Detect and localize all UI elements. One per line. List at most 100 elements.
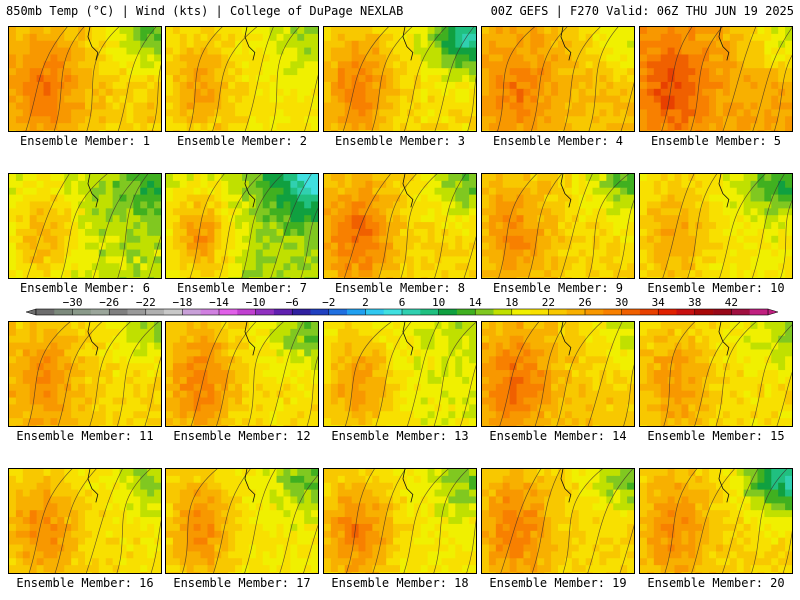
colorbar-bin bbox=[292, 309, 311, 315]
colorbar-low-arrow bbox=[25, 308, 37, 316]
colorbar-bin bbox=[420, 309, 439, 315]
colorbar-tick-label: −22 bbox=[136, 296, 156, 309]
colorbar-bin bbox=[456, 309, 476, 315]
colorbar-bin bbox=[658, 309, 677, 315]
colorbar-bin bbox=[694, 309, 714, 315]
colorbar-bin bbox=[347, 309, 366, 315]
colorbar-bin bbox=[383, 309, 403, 315]
temperature-map bbox=[323, 173, 477, 279]
colorbar-bin bbox=[639, 309, 659, 315]
temperature-map bbox=[639, 468, 793, 574]
colorbar-bin bbox=[164, 309, 183, 315]
colorbar-bin bbox=[90, 309, 110, 315]
ensemble-member-label: Ensemble Member: 18 bbox=[331, 576, 469, 590]
colorbar-bin bbox=[548, 309, 567, 315]
colorbar-tick-label: 6 bbox=[399, 296, 406, 309]
temperature-map bbox=[481, 26, 635, 132]
temperature-map bbox=[481, 173, 635, 279]
colorbar-bin bbox=[493, 309, 513, 315]
colorbar-tick-label: 26 bbox=[578, 296, 591, 309]
colorbar-bin bbox=[200, 309, 220, 315]
temperature-map bbox=[165, 26, 319, 132]
colorbar-bin bbox=[402, 309, 421, 315]
temperature-map bbox=[639, 173, 793, 279]
map-title: 850mb Temp (°C) | Wind (kts) | College o… bbox=[6, 4, 404, 18]
colorbar-bin bbox=[237, 309, 256, 315]
colorbar-tick-label: 22 bbox=[542, 296, 555, 309]
temperature-map bbox=[165, 468, 319, 574]
ensemble-member-label: Ensemble Member: 6 bbox=[19, 281, 151, 295]
ensemble-member-label: Ensemble Member: 16 bbox=[16, 576, 154, 590]
temperature-map bbox=[639, 321, 793, 427]
temperature-map bbox=[323, 321, 477, 427]
colorbar-bin bbox=[530, 309, 549, 315]
ensemble-member-label: Ensemble Member: 17 bbox=[173, 576, 311, 590]
ensemble-member-label: Ensemble Member: 10 bbox=[647, 281, 785, 295]
colorbar-tick-label: 14 bbox=[469, 296, 483, 309]
ensemble-member-label: Ensemble Member: 12 bbox=[173, 429, 311, 443]
temperature-map bbox=[165, 173, 319, 279]
colorbar-bin bbox=[145, 309, 165, 315]
colorbar-tick-label: 18 bbox=[505, 296, 518, 309]
model-run-info: 00Z GEFS | F270 Valid: 06Z THU JUN 19 20… bbox=[490, 4, 794, 18]
colorbar-bin bbox=[72, 309, 92, 315]
ensemble-member-label: Ensemble Member: 20 bbox=[647, 576, 785, 590]
colorbar-bin bbox=[273, 309, 293, 315]
temperature-map bbox=[8, 173, 162, 279]
ensemble-member-label: Ensemble Member: 2 bbox=[176, 134, 308, 148]
temperature-map bbox=[323, 468, 477, 574]
colorbar-tick-label: 10 bbox=[432, 296, 445, 309]
colorbar-tick-label: −26 bbox=[99, 296, 119, 309]
colorbar-bin bbox=[475, 309, 494, 315]
ensemble-member-label: Ensemble Member: 19 bbox=[489, 576, 627, 590]
colorbar-bin bbox=[54, 309, 73, 315]
ensemble-member-label: Ensemble Member: 1 bbox=[19, 134, 151, 148]
ensemble-member-label: Ensemble Member: 7 bbox=[176, 281, 308, 295]
temperature-map bbox=[323, 26, 477, 132]
ensemble-member-label: Ensemble Member: 11 bbox=[16, 429, 154, 443]
ensemble-member-label: Ensemble Member: 8 bbox=[334, 281, 466, 295]
ensemble-member-label: Ensemble Member: 3 bbox=[334, 134, 466, 148]
colorbar-high-arrow bbox=[767, 308, 779, 316]
colorbar-bin bbox=[36, 309, 55, 315]
colorbar-bin bbox=[127, 309, 147, 315]
ensemble-member-label: Ensemble Member: 15 bbox=[647, 429, 785, 443]
colorbar-tick-label: 34 bbox=[652, 296, 666, 309]
temperature-map bbox=[8, 321, 162, 427]
colorbar-bin bbox=[566, 309, 586, 315]
colorbar-bin bbox=[585, 309, 604, 315]
colorbar-bin bbox=[603, 309, 622, 315]
colorbar-bin bbox=[182, 309, 201, 315]
colorbar-bin bbox=[219, 309, 238, 315]
colorbar-bin bbox=[365, 309, 384, 315]
colorbar-bin bbox=[749, 309, 769, 315]
colorbar-tick-label: 30 bbox=[615, 296, 628, 309]
temperature-map bbox=[165, 321, 319, 427]
temperature-map bbox=[8, 26, 162, 132]
colorbar-tick-label: 2 bbox=[362, 296, 369, 309]
colorbar-bin bbox=[676, 309, 696, 315]
colorbar-tick-label: 42 bbox=[725, 296, 738, 309]
colorbar-tick-label: 38 bbox=[688, 296, 701, 309]
ensemble-member-label: Ensemble Member: 4 bbox=[492, 134, 624, 148]
temperature-map bbox=[8, 468, 162, 574]
ensemble-member-label: Ensemble Member: 9 bbox=[492, 281, 624, 295]
colorbar-bin bbox=[713, 309, 732, 315]
colorbar-tick-label: −6 bbox=[286, 296, 299, 309]
colorbar-bin bbox=[731, 309, 750, 315]
colorbar-tick-label: −14 bbox=[209, 296, 229, 309]
temperature-map bbox=[481, 321, 635, 427]
ensemble-member-label: Ensemble Member: 14 bbox=[489, 429, 627, 443]
temperature-colorbar: −30 −26 −22 −18 −14 −10 −6 −2 2 6 10 14 18 22 26 30 34 38… bbox=[0, 296, 800, 320]
temperature-map bbox=[481, 468, 635, 574]
colorbar-tick-label: −18 bbox=[172, 296, 192, 309]
colorbar-bin bbox=[310, 309, 330, 315]
colorbar-tick-label: −2 bbox=[322, 296, 335, 309]
temperature-map bbox=[639, 26, 793, 132]
colorbar-bin bbox=[511, 309, 531, 315]
colorbar-bin bbox=[621, 309, 641, 315]
colorbar-tick-label: −10 bbox=[246, 296, 266, 309]
colorbar-bin bbox=[255, 309, 275, 315]
colorbar-tick-label: −30 bbox=[63, 296, 83, 309]
colorbar-bin bbox=[109, 309, 128, 315]
